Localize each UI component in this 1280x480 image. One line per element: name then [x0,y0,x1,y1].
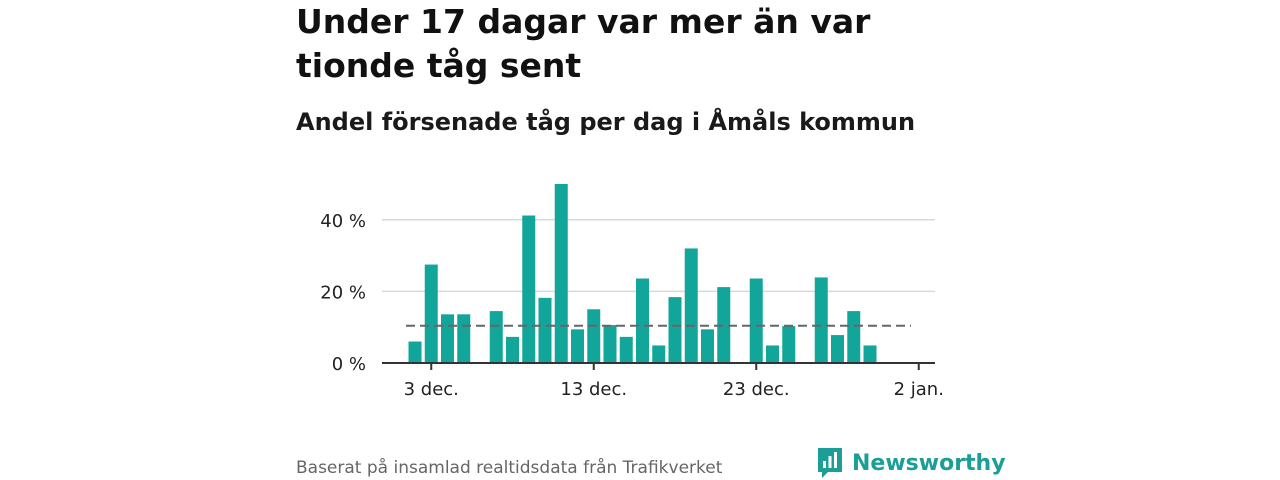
chart-subtitle: Andel försenade tåg per dag i Åmåls komm… [296,108,916,136]
chart-title: Under 17 dagar var mer än var tionde tåg… [296,2,871,85]
x-tick-label: 23 dec. [723,379,790,400]
bar [554,184,568,363]
bar [619,336,633,363]
bar [652,345,666,363]
x-tick-label: 13 dec. [560,379,627,400]
x-tick-label: 2 jan. [894,379,944,400]
bar [668,297,682,363]
bar [457,314,471,363]
bar [766,345,779,363]
axes: 0 % 20 % 40 % 3 dec. 13 dec. 23 dec. 2 jan. [320,211,944,400]
x-tick-label: 3 dec. [404,379,459,400]
brand-name: Newsworthy [852,450,1006,476]
bar [587,309,601,363]
gridlines [382,219,935,293]
bar [506,336,519,363]
bar [538,297,552,363]
source-note: Baserat på insamlad realtidsdata från Tr… [296,458,723,478]
bar [749,278,763,363]
bars [408,184,877,363]
y-tick-label: 20 % [320,282,366,303]
bar [636,278,649,363]
y-tick-label: 40 % [320,211,366,232]
bar [603,325,617,363]
bar [863,345,877,363]
bar [847,311,861,363]
y-tick-label: 0 % [332,354,366,375]
bar [441,314,454,363]
bar [522,215,536,363]
bar [408,341,422,363]
bar [814,277,828,363]
bar [782,326,796,363]
bar [571,329,584,363]
brand: Newsworthy [816,446,1006,480]
bar [424,264,438,363]
bar [684,248,698,363]
newsworthy-logo-icon [818,448,842,478]
bar [489,311,503,363]
bar [831,335,844,363]
bar [717,287,731,363]
bar [701,329,714,363]
